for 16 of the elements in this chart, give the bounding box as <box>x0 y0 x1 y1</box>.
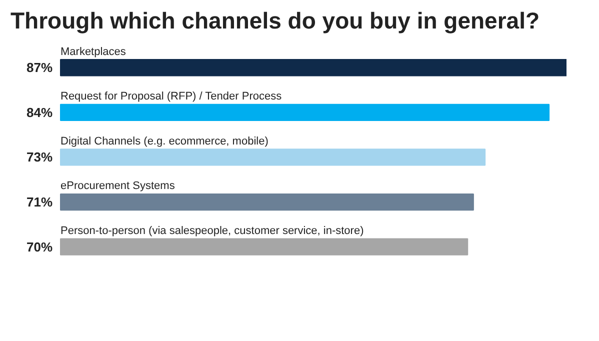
data-label: 71% <box>26 194 53 210</box>
y-tick-label: Request for Proposal (RFP) / Tender Process <box>60 90 282 103</box>
bar <box>60 59 566 76</box>
y-tick-label: Digital Channels (e.g. ecommerce, mobile) <box>60 135 268 148</box>
y-tick-label: Person-to-person (via salespeople, customer service, in-store) <box>60 225 364 237</box>
bar <box>60 238 468 256</box>
data-label: 70% <box>26 239 53 254</box>
bar <box>60 193 474 211</box>
data-label: 84% <box>26 104 53 120</box>
bar <box>60 148 486 166</box>
data-label: 87% <box>26 60 53 76</box>
data-label: 73% <box>26 150 53 165</box>
chart-title: Through which channels do you buy in general? <box>10 8 540 34</box>
y-tick-label: eProcurement Systems <box>60 180 176 192</box>
bar <box>60 104 550 121</box>
y-tick-label: Marketplaces <box>60 46 126 58</box>
